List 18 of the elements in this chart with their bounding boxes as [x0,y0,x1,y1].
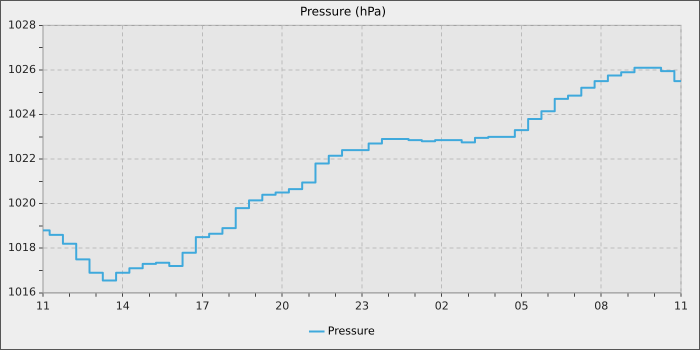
x-tick-label: 17 [195,299,210,312]
y-tick-label: 1018 [8,241,36,254]
x-tick-label: 14 [116,299,130,312]
y-tick-label: 1022 [8,152,36,165]
x-tick-label: 11 [36,299,50,312]
x-tick-label: 11 [674,299,688,312]
legend-label: Pressure [328,324,375,338]
chart-title: Pressure (hPa) [300,4,386,18]
x-tick-label: 20 [275,299,290,312]
x-tick-label: 05 [514,299,528,312]
y-tick-label: 1016 [8,286,36,299]
y-tick-label: 1028 [8,18,36,32]
x-tick-label: 08 [594,299,608,312]
y-tick-label: 1026 [8,62,36,76]
y-tick-label: 1020 [8,196,36,210]
x-tick-label: 02 [434,299,449,312]
x-tick-label: 23 [354,299,369,312]
y-tick-label: 1024 [8,107,36,120]
